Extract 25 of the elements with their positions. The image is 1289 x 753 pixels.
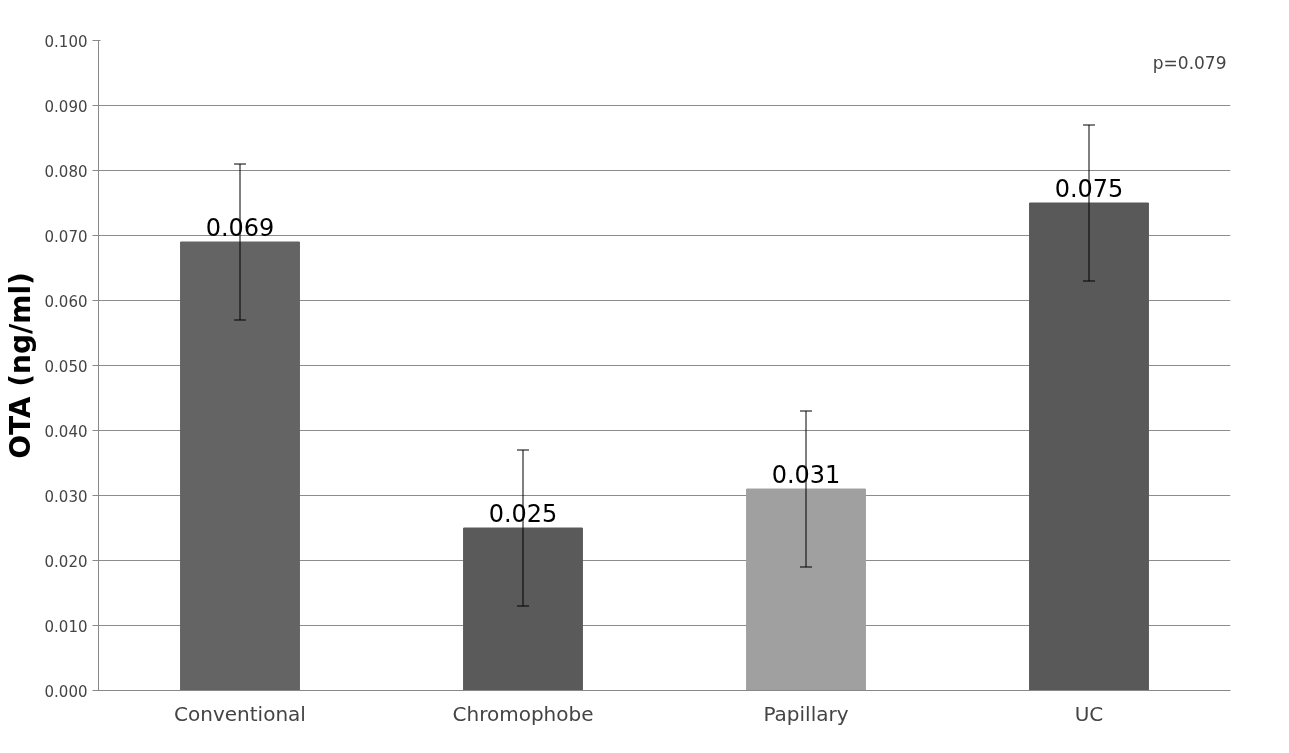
data-label: 0.031	[771, 461, 841, 489]
y-tick-label: 0.020	[44, 552, 88, 571]
x-tick-label: Conventional	[174, 701, 306, 726]
x-tick-label: Chromophobe	[452, 701, 594, 726]
bar	[1029, 202, 1149, 691]
y-tick-label: 0.080	[44, 162, 88, 181]
data-label: 0.075	[1054, 175, 1124, 203]
bar	[463, 527, 583, 691]
bar	[180, 241, 300, 691]
data-label: 0.069	[205, 214, 275, 242]
y-tick-label: 0.050	[44, 357, 88, 376]
bar	[746, 488, 866, 691]
data-label: 0.025	[488, 500, 558, 528]
y-tick-label: 0.060	[44, 292, 88, 311]
x-tick-label: Papillary	[763, 701, 849, 726]
y-tick-label: 0.070	[44, 227, 88, 246]
y-tick-label: 0.010	[44, 617, 88, 636]
annotation: p=0.079	[1152, 52, 1227, 73]
y-tick-label: 0.040	[44, 422, 88, 441]
x-tick-label: UC	[1074, 701, 1104, 726]
y-tick-label: 0.100	[44, 32, 88, 51]
y-tick-label: 0.090	[44, 97, 88, 116]
y-axis-title: OTA (ng/ml)	[3, 272, 37, 459]
y-tick-label: 0.000	[44, 682, 88, 701]
y-tick-label: 0.030	[44, 487, 88, 506]
